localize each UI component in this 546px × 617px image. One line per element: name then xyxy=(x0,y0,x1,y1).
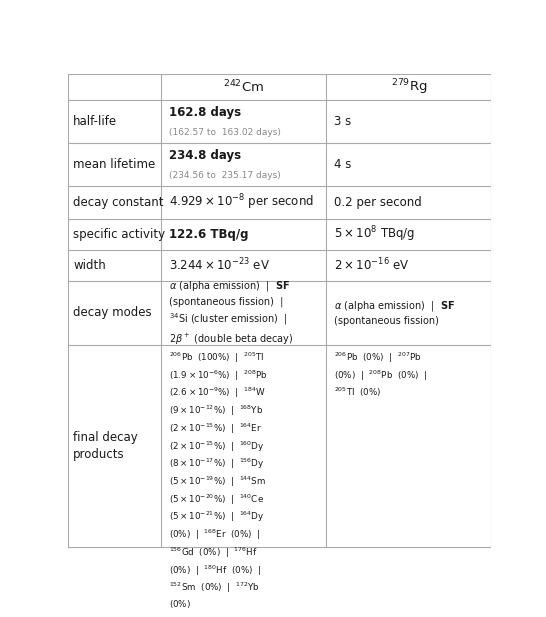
Text: $2\times10^{-16}$ eV: $2\times10^{-16}$ eV xyxy=(334,257,410,273)
Text: $5\times10^{8}$ TBq/g: $5\times10^{8}$ TBq/g xyxy=(334,225,416,244)
Text: width: width xyxy=(73,259,106,271)
Text: $^{279}$Rg: $^{279}$Rg xyxy=(390,77,427,97)
Text: $^{206}$Pb  (100%)  |  $^{205}$Tl
$(1.9\times10^{-6}\%)$  |  $^{208}$Pb
$(2.6\ti: $^{206}$Pb (100%) | $^{205}$Tl $(1.9\tim… xyxy=(169,350,268,610)
Text: $4.929\times10^{-8}$ per second: $4.929\times10^{-8}$ per second xyxy=(169,193,314,212)
Text: final decay
products: final decay products xyxy=(73,431,138,461)
Text: decay constant: decay constant xyxy=(73,196,164,209)
Text: 234.8 days: 234.8 days xyxy=(169,149,241,162)
Text: half-life: half-life xyxy=(73,115,117,128)
Text: 3 s: 3 s xyxy=(334,115,351,128)
Text: (234.56 to  235.17 days): (234.56 to 235.17 days) xyxy=(169,170,281,180)
Text: 162.8 days: 162.8 days xyxy=(169,106,241,119)
Text: $^{242}$Cm: $^{242}$Cm xyxy=(223,79,264,96)
Text: 4 s: 4 s xyxy=(334,158,352,171)
Text: $\alpha$ (alpha emission)  |  $\mathbf{SF}$
(spontaneous fission): $\alpha$ (alpha emission) | $\mathbf{SF}… xyxy=(334,299,455,326)
Text: mean lifetime: mean lifetime xyxy=(73,158,156,171)
Text: decay modes: decay modes xyxy=(73,306,152,319)
Text: 122.6 TBq/g: 122.6 TBq/g xyxy=(169,228,248,241)
Text: $\alpha$ (alpha emission)  |  $\mathbf{SF}$
(spontaneous fission)  |
$^{34}$Si (: $\alpha$ (alpha emission) | $\mathbf{SF}… xyxy=(169,279,293,347)
Text: $^{206}$Pb  $(0\%)$  |  $^{207}$Pb
$(0\%)$  |  $^{208}$Pb  $(0\%)$  |
$^{205}$Tl: $^{206}$Pb $(0\%)$ | $^{207}$Pb $(0\%)$ … xyxy=(334,350,428,399)
Text: $3.244\times10^{-23}$ eV: $3.244\times10^{-23}$ eV xyxy=(169,257,270,273)
Text: (162.57 to  163.02 days): (162.57 to 163.02 days) xyxy=(169,128,281,137)
Text: 0.2 per second: 0.2 per second xyxy=(334,196,422,209)
Text: specific activity: specific activity xyxy=(73,228,165,241)
